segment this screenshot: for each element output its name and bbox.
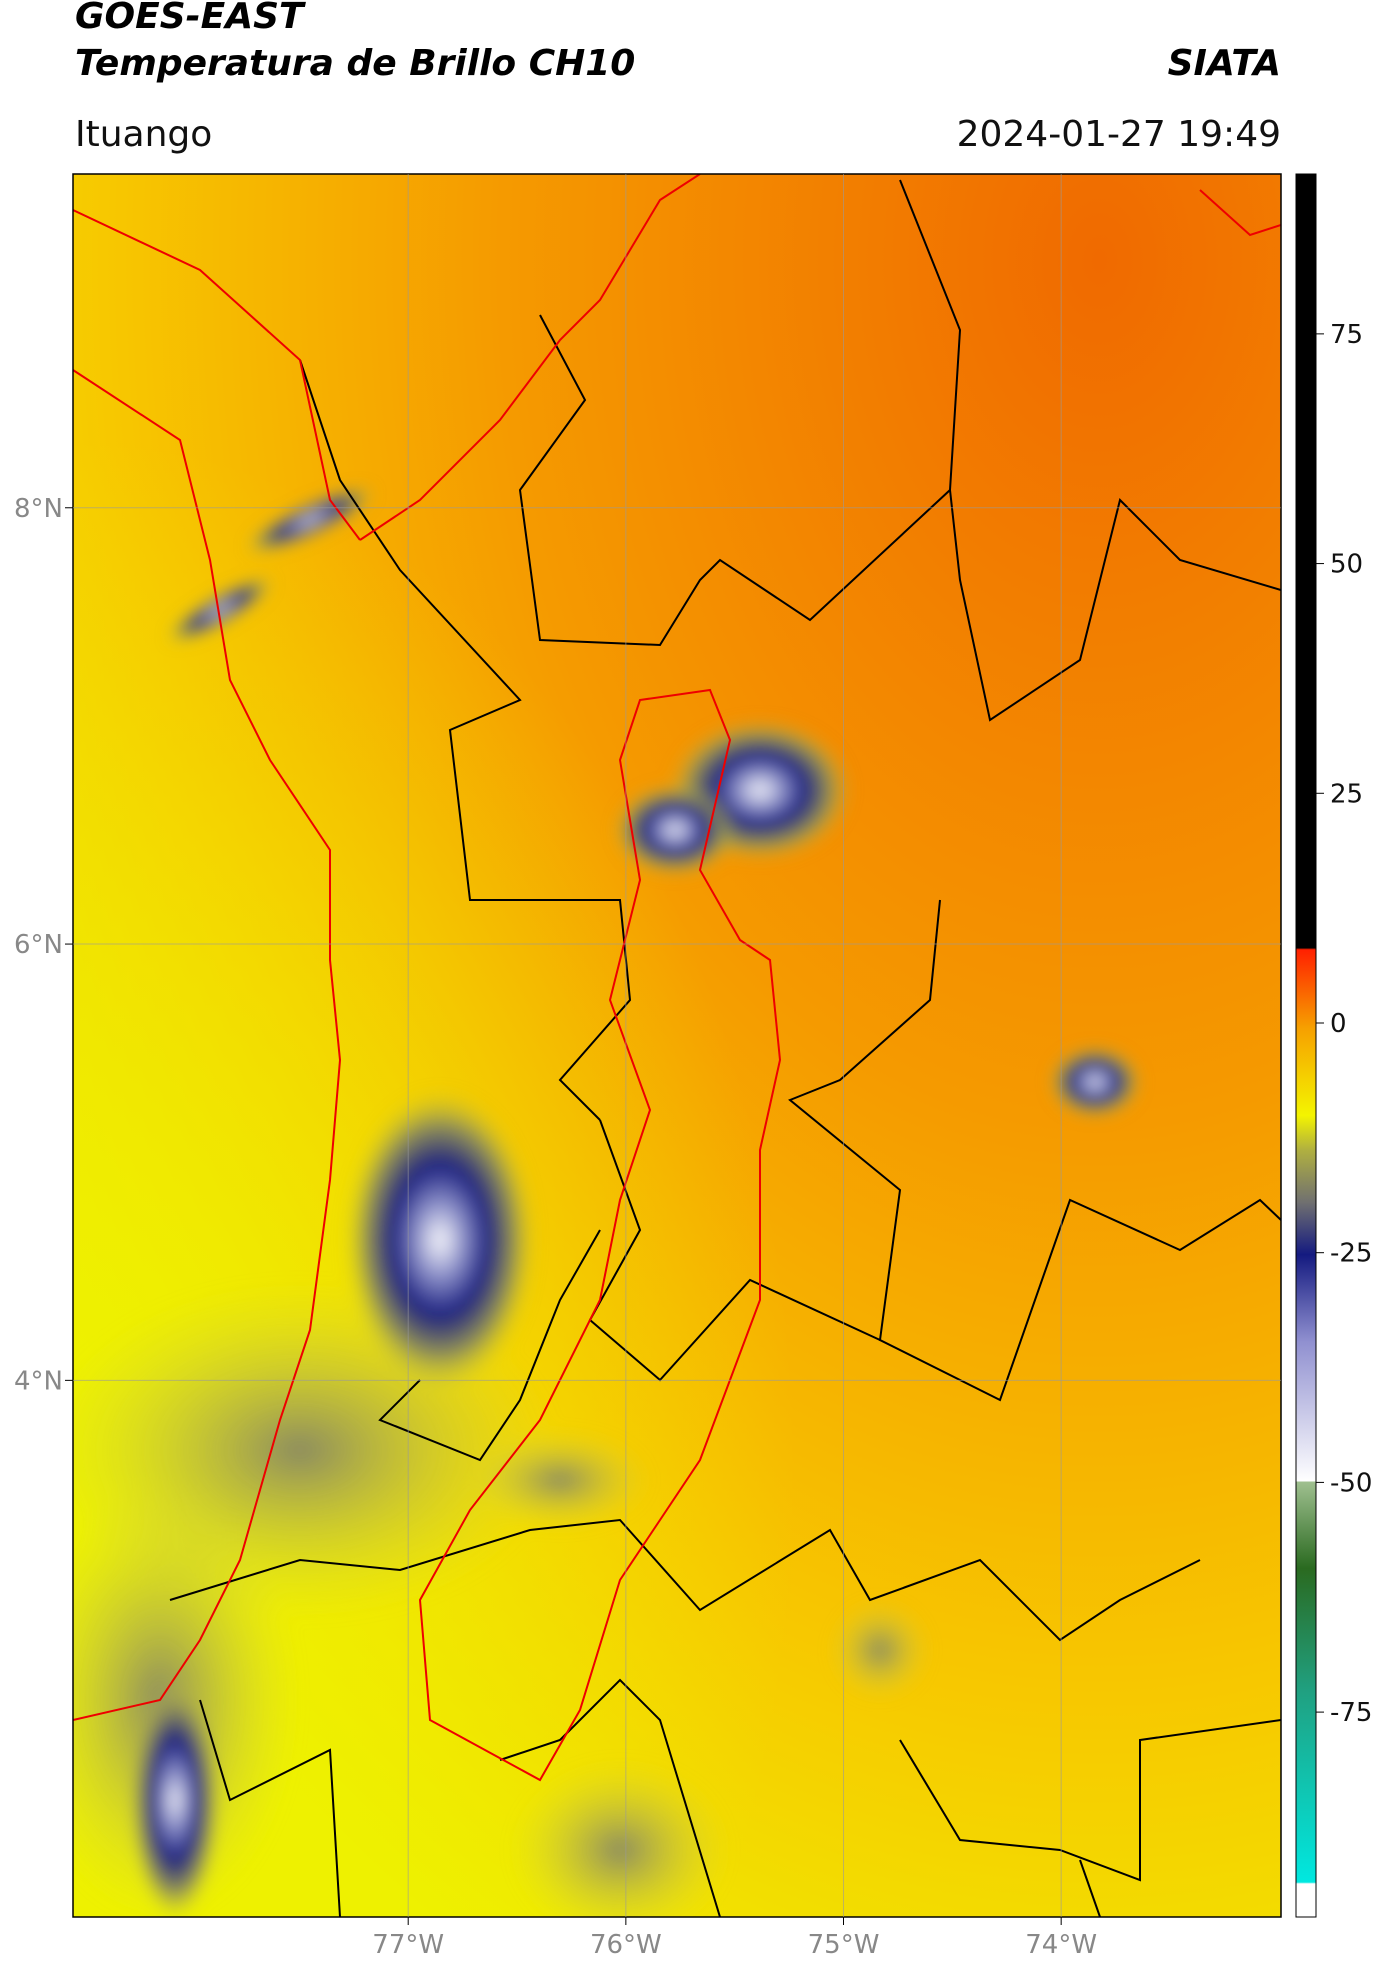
map-image [73, 174, 1281, 1917]
subtitle: Temperatura de Brillo CH10 [75, 43, 635, 84]
colorbar-tick-label: 0 [1330, 1009, 1347, 1039]
map-frame [72, 173, 1282, 1918]
lon-tick-label: 75°W [808, 1930, 880, 1960]
colorbar-tick-label: 25 [1330, 779, 1363, 809]
datetime: 2024-01-27 19:49 [957, 114, 1281, 155]
colorbar-tick-label: -25 [1330, 1239, 1372, 1269]
lat-tick-label: 6°N [14, 930, 63, 960]
location: Ituango [75, 114, 212, 155]
lon-tick-label: 74°W [1025, 1930, 1097, 1960]
lat-tick-label: 4°N [14, 1366, 63, 1396]
colorbar-ticks: 75 50 25 0 -25 -50 -75 [1316, 320, 1372, 1728]
colorbar-tick-label: -50 [1330, 1468, 1372, 1498]
title: GOES-EAST [75, 0, 306, 37]
colorbar [1295, 173, 1317, 1918]
lon-tick-label: 76°W [590, 1930, 662, 1960]
source: SIATA [1168, 43, 1281, 84]
colorbar-tick-label: -75 [1330, 1698, 1372, 1728]
lon-tick-label: 77°W [372, 1930, 444, 1960]
colorbar-tick-label: 75 [1330, 320, 1363, 350]
grid: 77°W 76°W 75°W 74°W 8°N 6°N 4°N [14, 174, 1281, 1960]
colorbar-tick-label: 50 [1330, 550, 1363, 580]
lat-tick-label: 8°N [14, 494, 63, 524]
